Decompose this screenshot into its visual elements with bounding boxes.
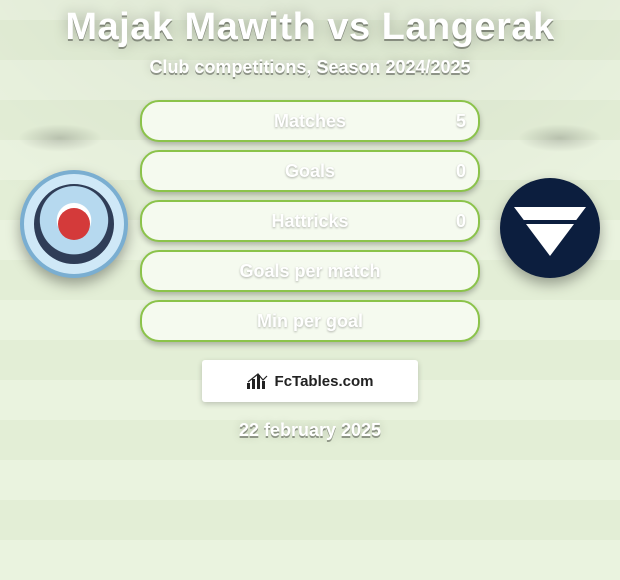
crest-icon — [34, 184, 114, 264]
attribution-text: FcTables.com — [275, 373, 374, 390]
page-title: Majak Mawith vs Langerak — [65, 6, 554, 49]
bars-icon — [247, 373, 269, 389]
stat-right-value: 5 — [456, 102, 466, 140]
left-team-crest — [20, 170, 128, 278]
stats-list: Matches5Goals0Hattricks0Goals per matchM… — [140, 100, 480, 342]
subtitle: Club competitions, Season 2024/2025 — [149, 57, 470, 78]
stat-label: Goals per match — [142, 252, 478, 290]
stat-pill: Matches5 — [140, 100, 480, 142]
stat-label: Goals — [142, 152, 478, 190]
right-team-crest — [500, 178, 600, 278]
stat-pill: Min per goal — [140, 300, 480, 342]
stat-label: Min per goal — [142, 302, 478, 340]
stat-pill: Goals per match — [140, 250, 480, 292]
stat-pill: Hattricks0 — [140, 200, 480, 242]
stat-right-value: 0 — [456, 202, 466, 240]
date-text: 22 february 2025 — [239, 420, 381, 441]
stat-pill: Goals0 — [140, 150, 480, 192]
stat-label: Hattricks — [142, 202, 478, 240]
attribution-badge: FcTables.com — [202, 360, 418, 402]
stat-label: Matches — [142, 102, 478, 140]
stat-right-value: 0 — [456, 152, 466, 190]
